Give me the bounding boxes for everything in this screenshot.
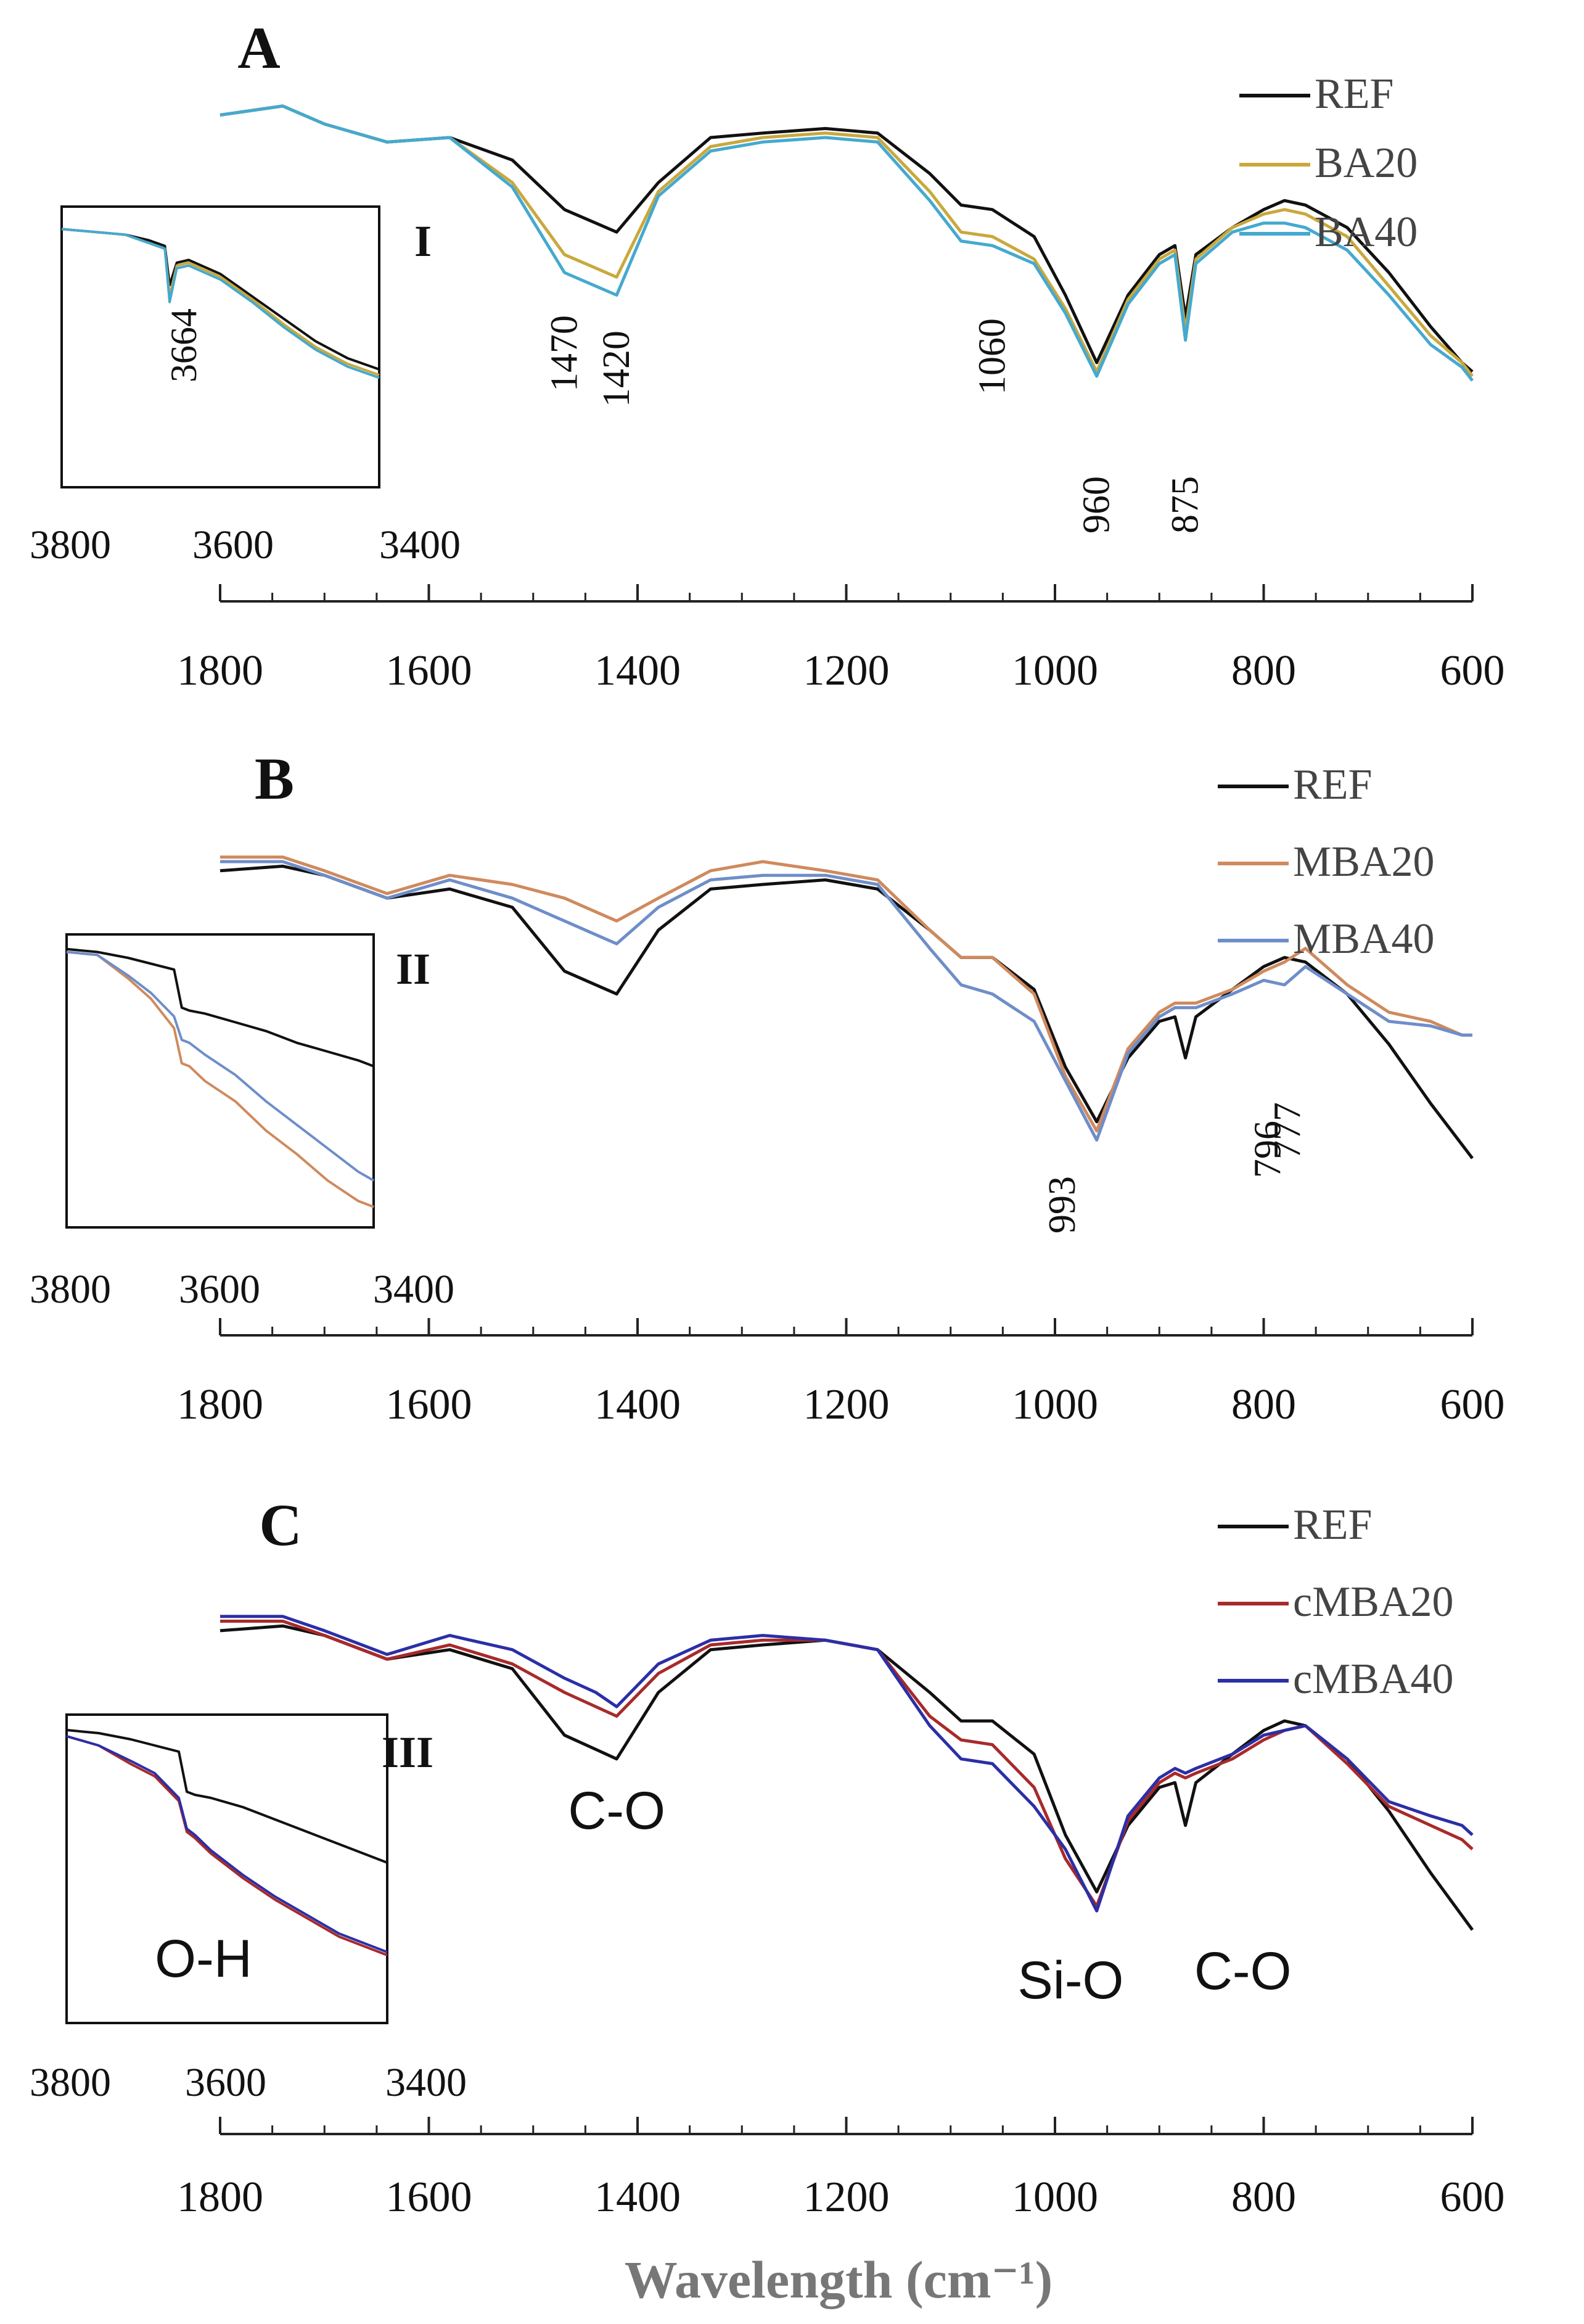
- inset-series-ba40: [61, 228, 380, 379]
- x-tick-label: 1600: [386, 1381, 472, 1428]
- inset-label: II: [396, 944, 430, 994]
- inset-tick-label: 3400: [385, 2060, 467, 2105]
- inset-tick-label: 3600: [185, 2060, 266, 2105]
- inset-series-mba40: [66, 950, 374, 1182]
- panel-label: C: [259, 1492, 302, 1558]
- inset-ii: II 3800 3600 3400: [30, 933, 454, 1312]
- series-line-mba20: [220, 855, 1472, 1133]
- x-tick-label: 800: [1231, 1381, 1296, 1428]
- x-tick-label: 600: [1440, 2174, 1505, 2221]
- peak-annotation: C-O: [1194, 1942, 1292, 2001]
- panel-b: B 1800 1600 1400 1200 1000 800 600 REF MBA20 MBA40…: [30, 746, 1505, 1428]
- legend-label-cmba40: cMBA40: [1293, 1655, 1454, 1703]
- peak-annotation: C-O: [568, 1781, 665, 1840]
- inset-label: I: [414, 216, 432, 266]
- inset-series-mba20: [66, 950, 374, 1208]
- peak-annotation: 1470: [544, 315, 586, 392]
- peak-annotation: 796: [1247, 1121, 1289, 1178]
- inset-tick-label: 3800: [30, 522, 111, 567]
- x-tick-label: 1400: [594, 1381, 681, 1428]
- x-tick-label: 600: [1440, 1381, 1505, 1428]
- inset-iii: III 3800 3600 3400 O-H: [30, 1713, 467, 2105]
- peak-annotation: 1420: [596, 331, 638, 407]
- inset-series-cmba20: [66, 1735, 388, 1956]
- series-line-ref: [220, 864, 1474, 1160]
- x-tick-label: 800: [1231, 2174, 1296, 2221]
- inset-frame: [65, 1713, 388, 2024]
- inset-tick-label: 3800: [30, 1267, 111, 1312]
- panel-a: A 1800 1600 1400 1200 1000 800 600 REF BA20 BA40 14…: [30, 15, 1505, 694]
- legend-label-mba40: MBA40: [1293, 915, 1434, 963]
- inset-series-ref: [66, 1729, 388, 1864]
- x-tick-label: 1000: [1012, 1381, 1098, 1428]
- inset-i: I 3800 3600 3400 3664: [30, 205, 461, 567]
- peak-annotation: 960: [1076, 476, 1118, 534]
- x-tick-label: 1200: [803, 2174, 890, 2221]
- x-tick-label: 1200: [803, 647, 890, 694]
- peak-annotation: 777: [1266, 1102, 1308, 1160]
- legend-label-ref: REF: [1315, 70, 1393, 118]
- x-tick-label: 1800: [177, 647, 263, 694]
- x-tick-label: 1400: [594, 647, 681, 694]
- legend-label-cmba20: cMBA20: [1293, 1578, 1454, 1626]
- panel-label: A: [237, 15, 280, 81]
- inset-series-cmba40: [66, 1735, 388, 1953]
- series-line-ba40: [220, 104, 1474, 382]
- x-tick-label: 1400: [594, 2174, 681, 2221]
- x-tick-label: 800: [1231, 647, 1296, 694]
- inset-tick-label: 3600: [192, 522, 274, 567]
- panel-c: C 1800 1600 1400 1200 1000 800 600 REF cMBA20 cMBA…: [30, 1492, 1505, 2221]
- x-tick-label: 1600: [386, 2174, 472, 2221]
- peak-annotation: 875: [1165, 476, 1207, 534]
- inset-annotation: O-H: [155, 1929, 252, 1988]
- legend-label-ba40: BA40: [1315, 208, 1418, 256]
- inset-tick-label: 3800: [30, 2060, 111, 2105]
- inset-frame: [60, 205, 380, 488]
- legend-label-ref: REF: [1293, 761, 1372, 809]
- series-line-mba40: [220, 860, 1472, 1142]
- x-tick-label: 1800: [177, 1381, 263, 1428]
- series-line-ref: [220, 1624, 1474, 1931]
- legend-label-ref: REF: [1293, 1501, 1372, 1549]
- x-tick-label: 1800: [177, 2174, 263, 2221]
- inset-tick-label: 3600: [179, 1267, 260, 1312]
- series-line-ba20: [220, 104, 1474, 377]
- x-tick-label: 1600: [386, 647, 472, 694]
- peak-annotation: 993: [1041, 1176, 1083, 1234]
- inset-annotation: 3664: [163, 308, 204, 382]
- x-tick-label: 1200: [803, 1381, 890, 1428]
- inset-frame: [65, 933, 375, 1229]
- inset-label: III: [382, 1728, 433, 1777]
- legend-label-ba20: BA20: [1315, 139, 1418, 187]
- panel-label: B: [255, 746, 294, 812]
- inset-tick-label: 3400: [379, 522, 461, 567]
- peak-annotation: 1060: [971, 318, 1013, 395]
- peak-annotation: Si-O: [1017, 1951, 1123, 2010]
- series-line-cmba40: [220, 1615, 1474, 1913]
- x-tick-label: 1000: [1012, 647, 1098, 694]
- x-tick-label: 1000: [1012, 2174, 1098, 2221]
- x-tick-label: 600: [1440, 647, 1505, 694]
- inset-series-ref: [66, 947, 374, 1068]
- legend-label-mba20: MBA20: [1293, 838, 1434, 886]
- inset-tick-label: 3400: [373, 1267, 454, 1312]
- series-line-ref: [220, 104, 1474, 373]
- x-axis-title: Wavelength (cm⁻¹): [625, 2250, 1053, 2309]
